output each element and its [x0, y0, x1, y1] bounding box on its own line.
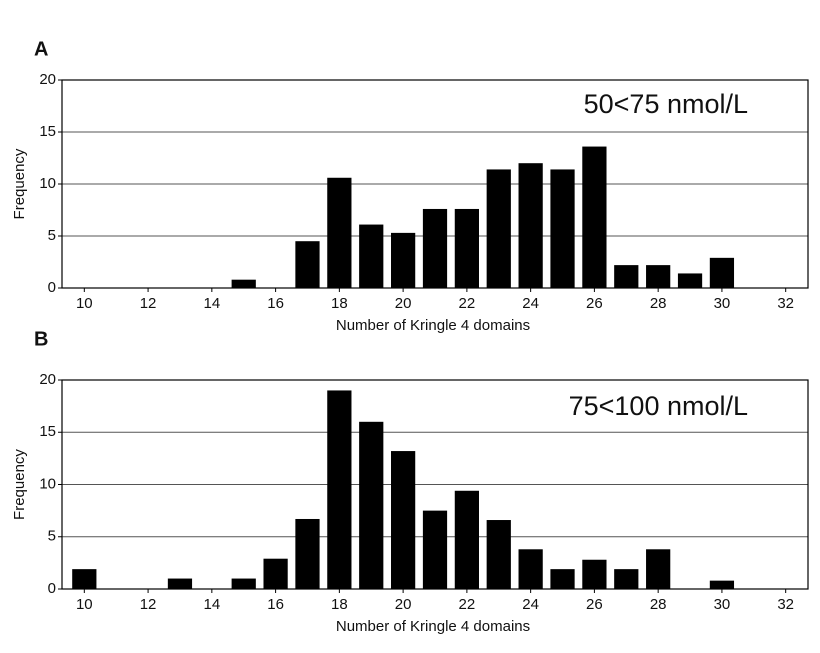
bar: [422, 208, 448, 288]
x-tick-label: 28: [650, 596, 667, 613]
x-tick-label: 18: [331, 596, 348, 613]
annotation: 75<100 nmol/L: [569, 391, 748, 421]
bar: [486, 169, 511, 288]
bar: [486, 520, 511, 589]
x-tick-label: 32: [777, 295, 794, 312]
x-tick-label: 12: [140, 295, 157, 312]
bar: [295, 241, 320, 288]
bar: [391, 232, 416, 288]
y-tick-label: 20: [39, 71, 56, 88]
bar: [518, 549, 543, 589]
bar: [295, 518, 320, 589]
y-axis-title: Frequency: [11, 449, 28, 520]
x-tick-label: 28: [650, 295, 667, 312]
bar: [518, 163, 543, 288]
bar: [167, 578, 193, 589]
x-axis-title: Number of Kringle 4 domains: [336, 317, 530, 334]
y-tick-label: 0: [48, 580, 56, 597]
bar: [231, 279, 256, 288]
y-tick-label: 15: [39, 423, 56, 440]
x-tick-label: 10: [76, 596, 93, 613]
bar: [454, 208, 479, 288]
x-tick-label: 20: [395, 295, 412, 312]
x-tick-label: 10: [76, 295, 93, 312]
panel-label: A: [34, 38, 48, 60]
annotation: 50<75 nmol/L: [584, 89, 748, 119]
bar: [677, 273, 703, 288]
bar: [359, 224, 384, 288]
bar: [614, 265, 639, 288]
bar: [327, 177, 352, 288]
y-tick-label: 5: [48, 528, 56, 545]
y-tick-label: 0: [48, 279, 56, 296]
bar: [646, 549, 671, 589]
y-tick-label: 20: [39, 371, 56, 388]
x-tick-label: 16: [267, 596, 284, 613]
x-axis-title: Number of Kringle 4 domains: [336, 618, 530, 635]
y-tick-label: 5: [48, 227, 56, 244]
bar: [231, 578, 256, 589]
x-tick-label: 30: [714, 596, 731, 613]
bar: [709, 257, 735, 288]
x-tick-label: 32: [777, 596, 794, 613]
bar: [454, 490, 479, 589]
x-tick-label: 26: [586, 596, 603, 613]
y-tick-label: 10: [39, 475, 56, 492]
bar: [391, 451, 416, 589]
bar: [582, 559, 607, 589]
bar: [614, 569, 639, 589]
x-tick-label: 22: [459, 596, 476, 613]
x-tick-label: 30: [714, 295, 731, 312]
x-tick-label: 26: [586, 295, 603, 312]
bar: [327, 390, 352, 589]
bar: [709, 580, 735, 589]
x-tick-label: 22: [459, 295, 476, 312]
x-tick-label: 14: [203, 596, 220, 613]
bar: [263, 558, 288, 589]
x-tick-label: 24: [522, 596, 539, 613]
x-tick-label: 20: [395, 596, 412, 613]
x-tick-label: 18: [331, 295, 348, 312]
bar: [550, 169, 575, 288]
bar: [550, 569, 575, 589]
bar: [582, 146, 607, 288]
x-tick-label: 24: [522, 295, 539, 312]
bar: [359, 421, 384, 589]
bar: [422, 510, 448, 589]
x-tick-label: 16: [267, 295, 284, 312]
y-tick-label: 10: [39, 175, 56, 192]
x-tick-label: 12: [140, 596, 157, 613]
panel-label: B: [34, 328, 48, 350]
y-tick-label: 15: [39, 123, 56, 140]
bar: [72, 569, 97, 589]
y-axis-title: Frequency: [11, 148, 28, 219]
bar: [646, 265, 671, 288]
x-tick-label: 14: [203, 295, 220, 312]
